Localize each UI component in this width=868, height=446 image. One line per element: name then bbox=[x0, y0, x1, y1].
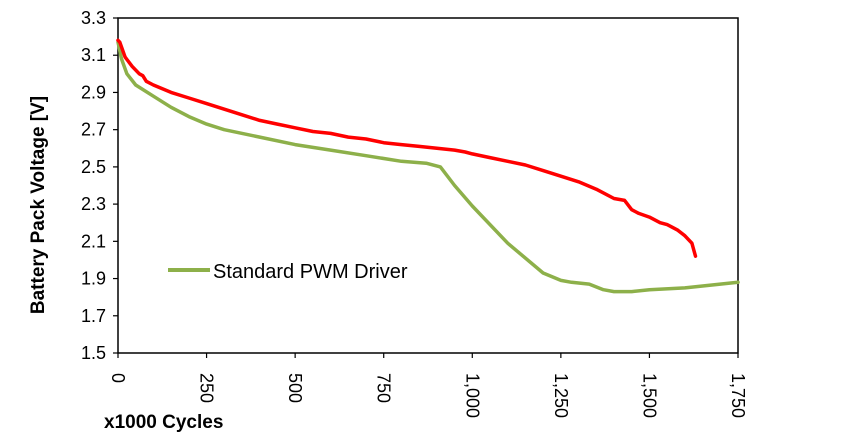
x-tick-label: 1,750 bbox=[728, 373, 748, 418]
plot-area bbox=[117, 17, 739, 354]
y-tick-label: 2.7 bbox=[81, 120, 106, 140]
series-line-standard-pwm bbox=[116, 40, 740, 294]
y-tick-label: 1.5 bbox=[81, 343, 106, 363]
y-tick-label: 3.3 bbox=[81, 8, 106, 28]
x-axis-title: x1000 Cycles bbox=[104, 412, 223, 433]
y-axis-title: Battery Pack Voltage [V] bbox=[28, 96, 49, 314]
x-tick-label: 1,000 bbox=[462, 373, 482, 418]
x-tick-label: 500 bbox=[285, 373, 305, 403]
y-tick-label: 2.5 bbox=[81, 157, 106, 177]
x-tick-label: 1,500 bbox=[639, 373, 659, 418]
y-tick-label: 2.9 bbox=[81, 82, 106, 102]
x-tick-label: 0 bbox=[108, 373, 128, 383]
y-tick-label: 2.3 bbox=[81, 194, 106, 214]
series-line-red bbox=[116, 38, 698, 258]
x-tick-label: 250 bbox=[197, 373, 217, 403]
legend-label-standard-pwm: Standard PWM Driver bbox=[213, 261, 408, 283]
series-layer bbox=[116, 38, 740, 294]
y-axis: 1.5 1.7 1.9 2.1 2.3 2.5 2.7 2.9 3.1 3.3 bbox=[81, 8, 118, 363]
x-tick-label: 1,250 bbox=[551, 373, 571, 418]
y-tick-label: 1.7 bbox=[81, 306, 106, 326]
y-tick-label: 2.1 bbox=[81, 231, 106, 251]
y-tick-label: 1.9 bbox=[81, 269, 106, 289]
legend: Standard PWM Driver bbox=[168, 261, 408, 283]
x-tick-label: 750 bbox=[374, 373, 394, 403]
x-axis: 0 250 500 750 1,000 1,250 1,500 1,750 bbox=[108, 353, 748, 418]
y-tick-label: 3.1 bbox=[81, 45, 106, 65]
